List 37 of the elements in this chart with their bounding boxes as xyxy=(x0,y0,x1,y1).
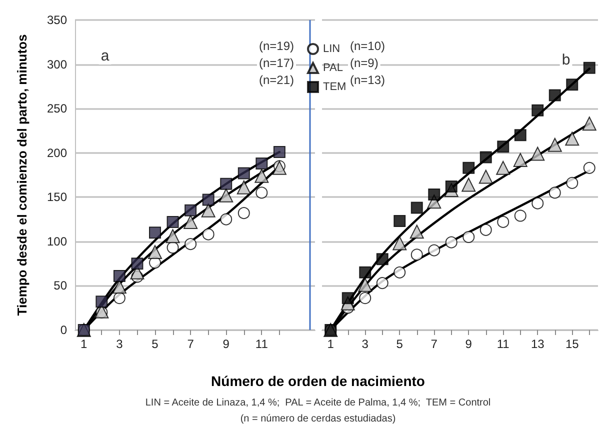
x-tick-label: 11 xyxy=(255,337,268,351)
y-tick-label: 50 xyxy=(54,278,68,293)
x-tick-label: 1 xyxy=(80,337,88,351)
x-tick-label: 3 xyxy=(116,337,124,351)
y-tick-label: 150 xyxy=(46,190,68,204)
annotation: (n=10) xyxy=(350,39,386,53)
annotation: (n=9) xyxy=(350,56,378,70)
x-tick-label: 3 xyxy=(362,337,369,351)
annotation: b xyxy=(562,52,570,68)
text: (n = número de cerdas estudiadas) xyxy=(240,414,396,424)
legend-label: PAL xyxy=(323,62,343,74)
annotation: (n=21) xyxy=(258,73,294,87)
y-tick-label: 200 xyxy=(46,146,68,160)
x-tick-label: 13 xyxy=(530,337,545,351)
x-tick-label: 1 xyxy=(327,337,334,351)
annotation: (n=13) xyxy=(350,73,386,87)
annotation: (n=19) xyxy=(258,39,294,53)
y-tick-label: 100 xyxy=(46,234,68,248)
y-tick-label: 0 xyxy=(60,323,68,337)
x-tick-label: 9 xyxy=(465,337,472,351)
x-tick-label: 15 xyxy=(565,337,580,351)
y-tick-label: 300 xyxy=(46,57,68,72)
x-axis-title: Número de orden de nacimiento xyxy=(211,373,425,389)
x-tick-label: 5 xyxy=(396,337,404,351)
legend-label: LIN xyxy=(323,43,340,55)
x-tick-label: 5 xyxy=(152,337,159,351)
annotation: a xyxy=(100,48,110,64)
x-tick-label: 7 xyxy=(187,337,194,351)
y-axis-title: Tiempo desde el comienzo del parto, minutos xyxy=(14,34,30,316)
x-tick-label: 11 xyxy=(496,337,510,351)
annotation: (n=17) xyxy=(258,56,294,70)
x-tick-label: 9 xyxy=(222,337,230,351)
legend-label: TEM xyxy=(323,81,346,93)
x-tick-label: 7 xyxy=(430,337,438,351)
y-tick-label: 250 xyxy=(46,102,68,116)
text: LIN = Aceite de Linaza, 1,4 %; PAL = Aceite de Palma, 1,4 %; TEM = Control xyxy=(145,398,491,408)
y-tick-label: 350 xyxy=(46,13,68,27)
